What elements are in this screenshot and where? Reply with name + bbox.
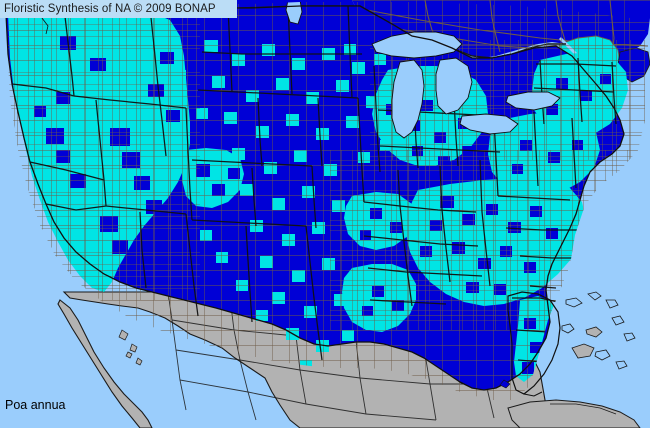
florida-detail (499, 291, 561, 397)
caribbean-islands (507, 291, 641, 428)
map-title-plate: Floristic Synthesis of NA © 2009 BONAP (0, 0, 237, 18)
species-name-label: Poa annua (5, 398, 66, 412)
map-title-text: Floristic Synthesis of NA © 2009 BONAP (4, 3, 216, 15)
great-lakes (285, 2, 561, 139)
